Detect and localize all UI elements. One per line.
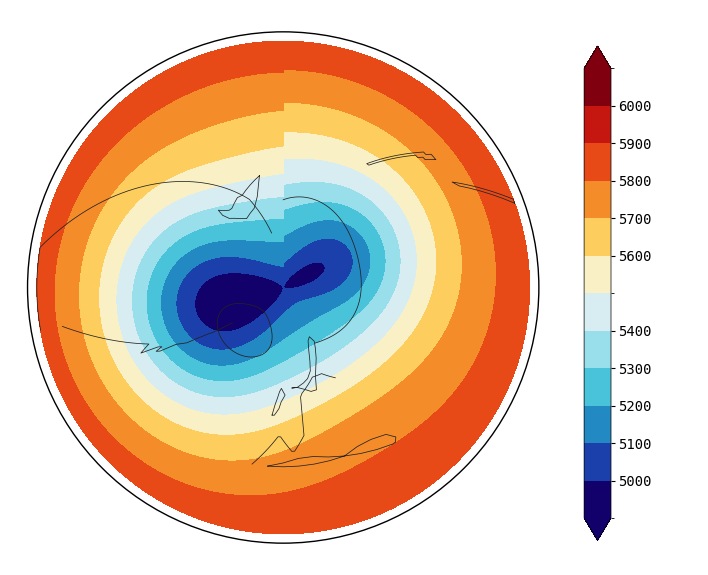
- Point: [278, 283, 289, 292]
- Point: [278, 283, 289, 292]
- PathPatch shape: [584, 518, 611, 540]
- Point: [278, 283, 289, 292]
- Point: [278, 283, 289, 292]
- Point: [278, 283, 289, 292]
- Point: [278, 283, 289, 292]
- PathPatch shape: [584, 46, 611, 68]
- Point: [278, 283, 289, 292]
- Point: [278, 283, 289, 292]
- Point: [278, 283, 289, 292]
- Point: [278, 283, 289, 292]
- Point: [278, 283, 289, 292]
- Point: [278, 283, 289, 292]
- Point: [278, 283, 289, 292]
- Point: [278, 283, 289, 292]
